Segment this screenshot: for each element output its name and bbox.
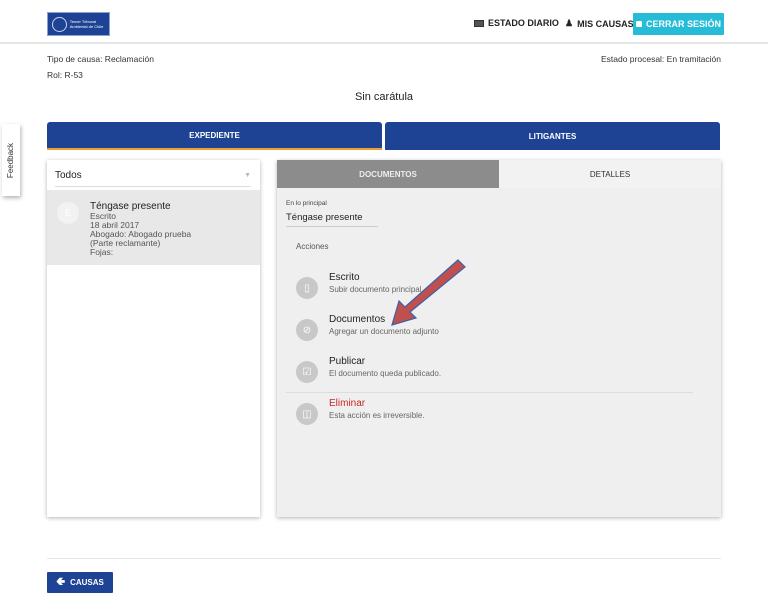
list-item[interactable]: E Téngase presente Escrito 18 abril 2017…	[47, 190, 260, 265]
seal-icon	[52, 16, 67, 32]
field-value: Téngase presente	[286, 212, 378, 227]
item-title: Téngase presente	[90, 201, 171, 212]
footer-divider	[47, 558, 721, 559]
logo[interactable]: Tercer Tribunal Ambiental de Chile	[47, 12, 110, 36]
tab-expediente[interactable]: EXPEDIENTE	[47, 122, 382, 150]
actions-heading: Acciones	[296, 242, 329, 251]
case-status: Estado procesal: En tramitación	[600, 54, 721, 64]
tab-documentos[interactable]: DOCUMENTOS	[277, 160, 499, 188]
nav-label: ESTADO DIARIO	[488, 18, 559, 28]
tab-label: LITIGANTES	[528, 131, 577, 141]
filter-select[interactable]: Todos ▼	[55, 165, 251, 187]
tab-label: DOCUMENTOS	[359, 169, 417, 179]
chevron-down-icon: ▼	[244, 172, 251, 179]
header: Tercer Tribunal Ambiental de Chile ESTAD…	[0, 0, 768, 44]
nav-mis-causas[interactable]: ♟ MIS CAUSAS	[565, 18, 634, 29]
document-list-panel: Todos ▼ E Téngase presente Escrito 18 abr…	[47, 160, 260, 517]
action-title: Publicar	[329, 356, 366, 367]
logout-label: CERRAR SESIÓN	[645, 19, 721, 29]
file-icon: ▯	[296, 277, 318, 299]
page-title: Sin carátula	[354, 91, 414, 103]
filter-value: Todos	[55, 170, 82, 181]
back-to-causas-button[interactable]: 🢀 CAUSAS	[47, 572, 113, 593]
paperclip-icon: ⊘	[296, 319, 318, 341]
action-subtitle: Agregar un documento adjunto	[329, 327, 439, 336]
item-lawyer: Abogado: Abogado prueba	[90, 229, 192, 239]
feedback-label: Feedback	[6, 142, 16, 178]
divider	[286, 392, 693, 393]
case-rol: Rol: R-53	[47, 70, 83, 80]
nav-label: MIS CAUSAS	[577, 18, 634, 29]
avatar: E	[57, 202, 79, 224]
annotation-arrow	[391, 259, 466, 326]
checkbox-icon: ☑	[296, 361, 318, 383]
case-type: Tipo de causa: Reclamación	[47, 54, 154, 64]
logo-text: Tercer Tribunal Ambiental de Chile	[69, 19, 104, 29]
item-fojas: Fojas:	[90, 247, 114, 257]
action-title: Documentos	[329, 314, 386, 325]
tab-detalles[interactable]: DETALLES	[499, 160, 721, 188]
tab-label: EXPEDIENTE	[189, 130, 240, 140]
field-label: En lo principal	[286, 200, 327, 207]
arrow-left-icon: 🢀	[56, 576, 66, 588]
item-date: 18 abril 2017	[90, 220, 140, 230]
detail-panel: DOCUMENTOS DETALLES En lo principal Téng…	[277, 160, 721, 517]
trash-icon: ◫	[296, 403, 318, 425]
action-subtitle: Esta acción es irreversible.	[329, 411, 425, 420]
logout-button[interactable]: CERRAR SESIÓN	[633, 13, 724, 35]
feedback-button[interactable]: Feedback	[2, 124, 20, 196]
action-title: Eliminar	[329, 398, 366, 409]
newspaper-icon	[474, 19, 484, 27]
user-icon: ♟	[565, 18, 574, 28]
action-subtitle: El documento queda publicado.	[329, 369, 442, 378]
item-type: Escrito	[90, 211, 116, 221]
lock-icon	[635, 21, 642, 27]
action-title: Escrito	[329, 272, 360, 283]
action-subtitle: Subir documento principal	[329, 285, 422, 294]
tab-litigantes[interactable]: LITIGANTES	[385, 122, 720, 150]
tab-label: DETALLES	[589, 169, 631, 179]
back-label: CAUSAS	[70, 578, 104, 587]
nav-estado-diario[interactable]: ESTADO DIARIO	[474, 18, 559, 28]
item-party: (Parte reclamante)	[90, 238, 161, 248]
arrow-shape	[391, 259, 466, 326]
